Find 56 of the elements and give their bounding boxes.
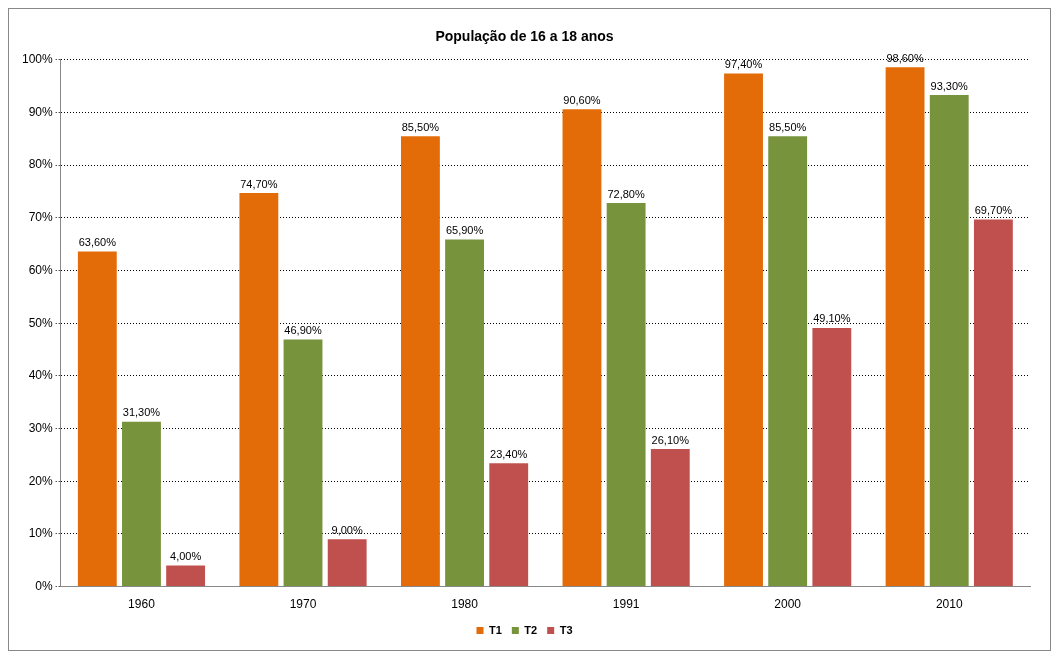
data-label: 23,40% [490,447,528,460]
bar [445,239,484,587]
y-tick-label: 70% [28,210,54,225]
x-tick-label: 1960 [128,597,156,612]
x-tick-label: 1970 [289,597,317,612]
data-label: 74,70% [240,177,278,190]
y-tick-label: 10% [28,526,54,541]
bar [885,67,925,587]
bar [929,95,969,587]
bar [77,251,117,587]
y-tick-label: 40% [28,368,54,383]
data-label: 72,80% [607,187,645,200]
x-tick-label: 1991 [612,597,640,612]
x-tick-label: 1980 [451,597,479,612]
data-label: 63,60% [78,236,117,249]
bar [724,73,763,587]
bar [606,203,646,587]
data-label: 4,00% [170,550,202,563]
bar [973,219,1013,587]
bar [283,339,323,587]
data-label: 85,50% [401,120,440,133]
bar [562,109,602,587]
data-label: 93,30% [930,79,969,92]
y-tick-label: 80% [28,157,54,172]
bar [166,565,206,587]
data-label: 85,50% [769,120,807,133]
bar [400,136,440,587]
data-label: 69,70% [974,203,1013,216]
y-tick-label: 100% [21,52,54,67]
data-label: 98,60% [886,51,924,64]
bar [122,421,161,587]
data-label: 49,10% [813,312,851,325]
legend-label: T1 [488,623,502,636]
y-tick-label: 0% [35,578,54,593]
x-tick-label: 2010 [935,597,963,612]
data-label: 26,10% [651,433,690,446]
data-label: 90,60% [563,93,601,106]
data-label: 31,30% [122,406,161,419]
legend-label: T3 [559,623,573,636]
bar [812,327,852,587]
y-tick-label: 30% [28,420,54,435]
bar [489,463,529,587]
y-tick-label: 50% [28,315,54,330]
data-label: 65,90% [445,223,484,236]
bar [327,539,367,587]
bar [650,449,690,587]
bar [239,193,279,587]
legend-label: T2 [524,623,538,636]
y-tick-label: 90% [28,104,54,119]
bar [768,136,808,587]
data-label: 97,40% [724,58,763,71]
y-tick-label: 60% [28,262,54,277]
y-tick-label: 20% [28,473,54,488]
chart-title: População de 16 a 18 anos [435,28,614,45]
x-tick-label: 2000 [774,597,802,612]
data-label: 46,90% [284,324,322,337]
